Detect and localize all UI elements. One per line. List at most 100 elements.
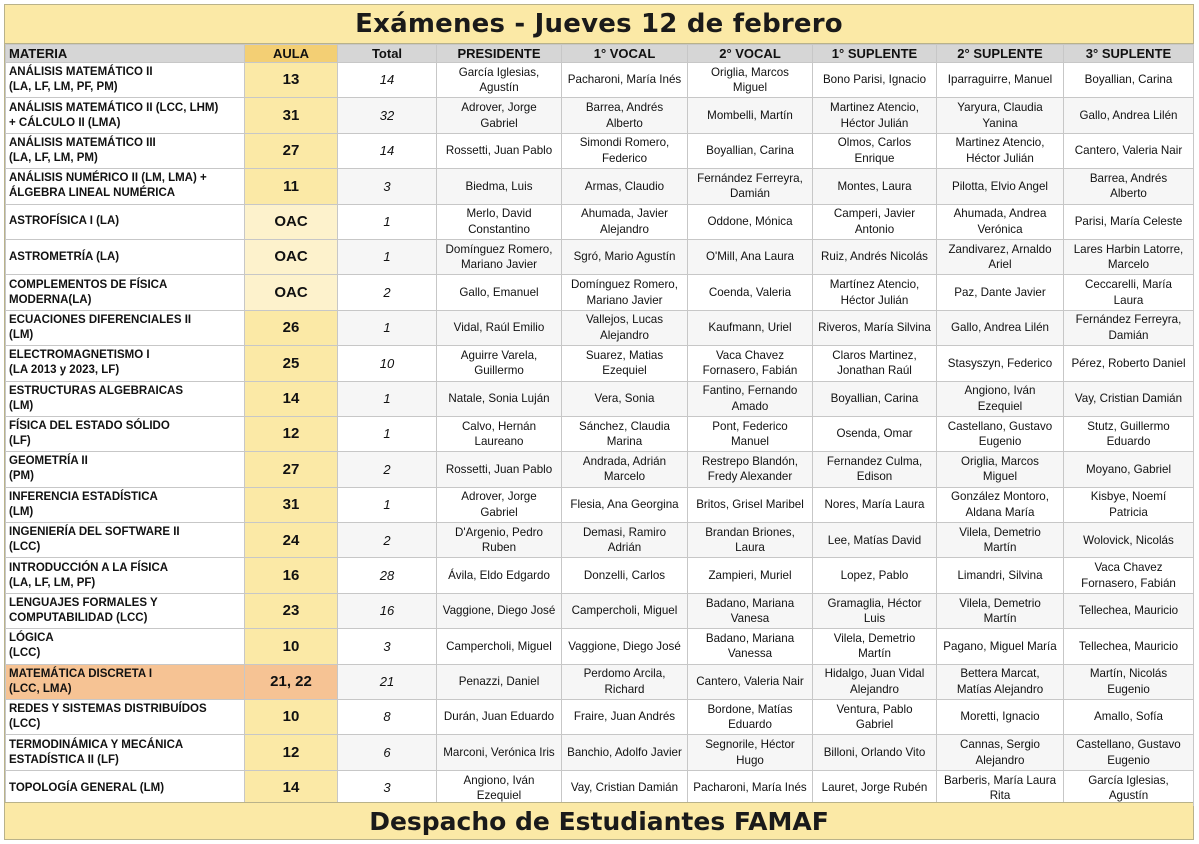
presidente-cell: Penazzi, Daniel — [436, 663, 562, 701]
cell-line: Ezequiel — [602, 364, 647, 378]
cell-line: Suarez, Matias — [585, 348, 664, 362]
cell-line: Ezequiel — [977, 399, 1023, 413]
footer-text: Despacho de Estudiantes FAMAF — [369, 806, 829, 836]
header-suplente-2: 2° SUPLENTE — [936, 44, 1064, 63]
cell-line: REDES Y SISTEMAS DISTRIBUÍDOS — [9, 703, 207, 716]
cell-line: Olmos, Carlos — [837, 136, 912, 150]
cell-line: González Montoro, — [951, 490, 1049, 504]
suplente-1-cell: Martinez Atencio, Héctor Julián — [812, 97, 937, 134]
cell-line: ANÁLISIS NUMÉRICO II (LM, LMA) + — [9, 172, 207, 185]
suplente-3-cell: Castellano, Gustavo Eugenio — [1063, 734, 1194, 771]
cell-line: Jonathan Raúl — [837, 364, 912, 378]
cell-line: Richard — [604, 682, 645, 696]
cell-line: Héctor Julián — [840, 293, 909, 307]
total-cell: 3 — [337, 168, 437, 205]
cell-line: Brandan Briones, — [705, 525, 795, 539]
cell-line: Vallejos, Lucas — [585, 313, 664, 327]
total-cell: 1 — [337, 203, 437, 240]
cell-line: Gallo, Emanuel — [459, 285, 539, 299]
vocal-1-cell: Flesia, Ana Georgina — [561, 486, 688, 524]
cell-line: Pacharoni, María Inés — [693, 781, 807, 795]
presidente-cell: Vaggione, Diego José — [436, 592, 562, 630]
suplente-1-cell: Martínez Atencio, Héctor Julián — [812, 274, 937, 311]
cell-line: Tellechea, Mauricio — [1078, 639, 1179, 653]
aula-cell: 23 — [244, 592, 338, 630]
vocal-2-cell: Pont, Federico Manuel — [687, 415, 813, 453]
vocal-2-cell: Zampieri, Muriel — [687, 557, 813, 594]
cell-line: Billoni, Orlando Vito — [823, 745, 926, 759]
cell-line: (LM) — [9, 399, 34, 412]
cell-line: Donzelli, Carlos — [583, 568, 666, 582]
table-row: MATEMÁTICA DISCRETA I (LCC, LMA) 21, 22 21 P… — [5, 663, 1194, 701]
presidente-cell: Rossetti, Juan Pablo — [436, 451, 562, 488]
cell-line: Fraire, Juan Andrés — [573, 710, 676, 724]
suplente-1-cell: Camperi, Javier Antonio — [812, 203, 937, 240]
cell-line: INTRODUCCIÓN A LA FÍSICA — [9, 561, 169, 574]
cell-line: Yaryura, Claudia — [957, 101, 1043, 115]
header-materia: MATERIA — [5, 44, 245, 63]
cell-line: Stasyszyn, Federico — [947, 356, 1053, 370]
cell-line: (LF) — [9, 435, 31, 448]
total-cell: 14 — [337, 61, 437, 99]
cell-line: (LM) — [9, 328, 34, 341]
cell-line: Flesia, Ana Georgina — [570, 498, 679, 512]
presidente-cell: Biedma, Luis — [436, 168, 562, 205]
table-row: ANÁLISIS MATEMÁTICO II (LCC, LHM) + CÁLCU… — [5, 97, 1194, 134]
cell-line: Lee, Matías David — [827, 533, 922, 547]
presidente-cell: Adrover, Jorge Gabriel — [436, 486, 562, 524]
header-row: MATERIA AULA Total PRESIDENTE 1° VOCAL 2… — [5, 44, 1194, 63]
cell-line: Edison — [856, 470, 893, 484]
vocal-2-cell: Badano, Mariana Vanesa — [687, 592, 813, 630]
cell-line: Federico — [601, 151, 648, 165]
cell-line: Fernandez Culma, — [826, 454, 923, 468]
presidente-cell: Campercholi, Miguel — [436, 628, 562, 665]
presidente-cell: Marconi, Verónica Iris — [436, 734, 562, 771]
materia-cell: ASTROFÍSICA I (LA) — [5, 203, 245, 240]
suplente-1-cell: Gramaglia, Héctor Luis — [812, 592, 937, 630]
cell-line: Restrepo Blandón, — [701, 454, 799, 468]
cell-line: (LA, LF, LM, PF) — [9, 576, 96, 589]
cell-line: Martín — [983, 612, 1017, 626]
cell-line: INFERENCIA ESTADÍSTICA — [9, 490, 158, 503]
vocal-1-cell: Vay, Cristian Damián — [561, 769, 688, 807]
cell-line: Biedma, Luis — [465, 179, 533, 193]
cell-line: Fornasero, Fabián — [702, 364, 798, 378]
vocal-2-cell: Vaca Chavez Fornasero, Fabián — [687, 345, 813, 382]
suplente-3-cell: Lares Harbin Latorre, Marcelo — [1063, 238, 1194, 276]
materia-cell: ESTRUCTURAS ALGEBRAICAS (LM) — [5, 380, 245, 417]
cell-line: Gabriel — [480, 505, 518, 519]
cell-line: Aguirre Varela, — [460, 348, 538, 362]
aula-cell: 11 — [244, 168, 338, 205]
cell-line: Manuel — [730, 435, 770, 449]
total-cell: 3 — [337, 769, 437, 807]
cell-line: Barrea, Andrés — [585, 101, 664, 115]
cell-line: Ávila, Eldo Edgardo — [448, 568, 550, 582]
cell-line: Riveros, María Silvina — [818, 321, 931, 335]
cell-line: Sánchez, Claudia — [579, 419, 670, 433]
footer-bar: Despacho de Estudiantes FAMAF — [5, 802, 1193, 839]
suplente-3-cell: Stutz, Guillermo Eduardo — [1063, 415, 1194, 453]
presidente-cell: Rossetti, Juan Pablo — [436, 132, 562, 170]
cell-line: ANÁLISIS MATEMÁTICO II (LCC, LHM) — [9, 101, 219, 114]
suplente-1-cell: Claros Martinez, Jonathan Raúl — [812, 345, 937, 382]
suplente-1-cell: Montes, Laura — [812, 168, 937, 205]
table-row: ASTROMETRÍA (LA) OAC 1 Domínguez Romero, Mar… — [5, 238, 1194, 276]
cell-line: INGENIERÍA DEL SOFTWARE II — [9, 526, 180, 539]
cell-line: Vera, Sonia — [594, 391, 655, 405]
materia-cell: ANÁLISIS NUMÉRICO II (LM, LMA) + ÁLGEBRA … — [5, 168, 245, 205]
header-presidente: PRESIDENTE — [436, 44, 562, 63]
cell-line: Miguel — [982, 470, 1018, 484]
total-cell: 1 — [337, 415, 437, 453]
suplente-3-cell: Kisbye, Noemí Patricia — [1063, 486, 1194, 524]
vocal-2-cell: Brandan Briones, Laura — [687, 522, 813, 559]
cell-line: Héctor Julián — [840, 116, 909, 130]
cell-line: Marina — [606, 435, 643, 449]
presidente-cell: Merlo, David Constantino — [436, 203, 562, 240]
cell-line: Amado — [731, 399, 769, 413]
cell-line: Tellechea, Mauricio — [1078, 604, 1179, 618]
total-cell: 1 — [337, 238, 437, 276]
suplente-1-cell: Fernandez Culma, Edison — [812, 451, 937, 488]
cell-line: LENGUAJES FORMALES Y — [9, 597, 158, 610]
suplente-3-cell: García Iglesias, Agustín — [1063, 769, 1194, 807]
table-row: ANÁLISIS NUMÉRICO II (LM, LMA) + ÁLGEBRA … — [5, 168, 1194, 205]
